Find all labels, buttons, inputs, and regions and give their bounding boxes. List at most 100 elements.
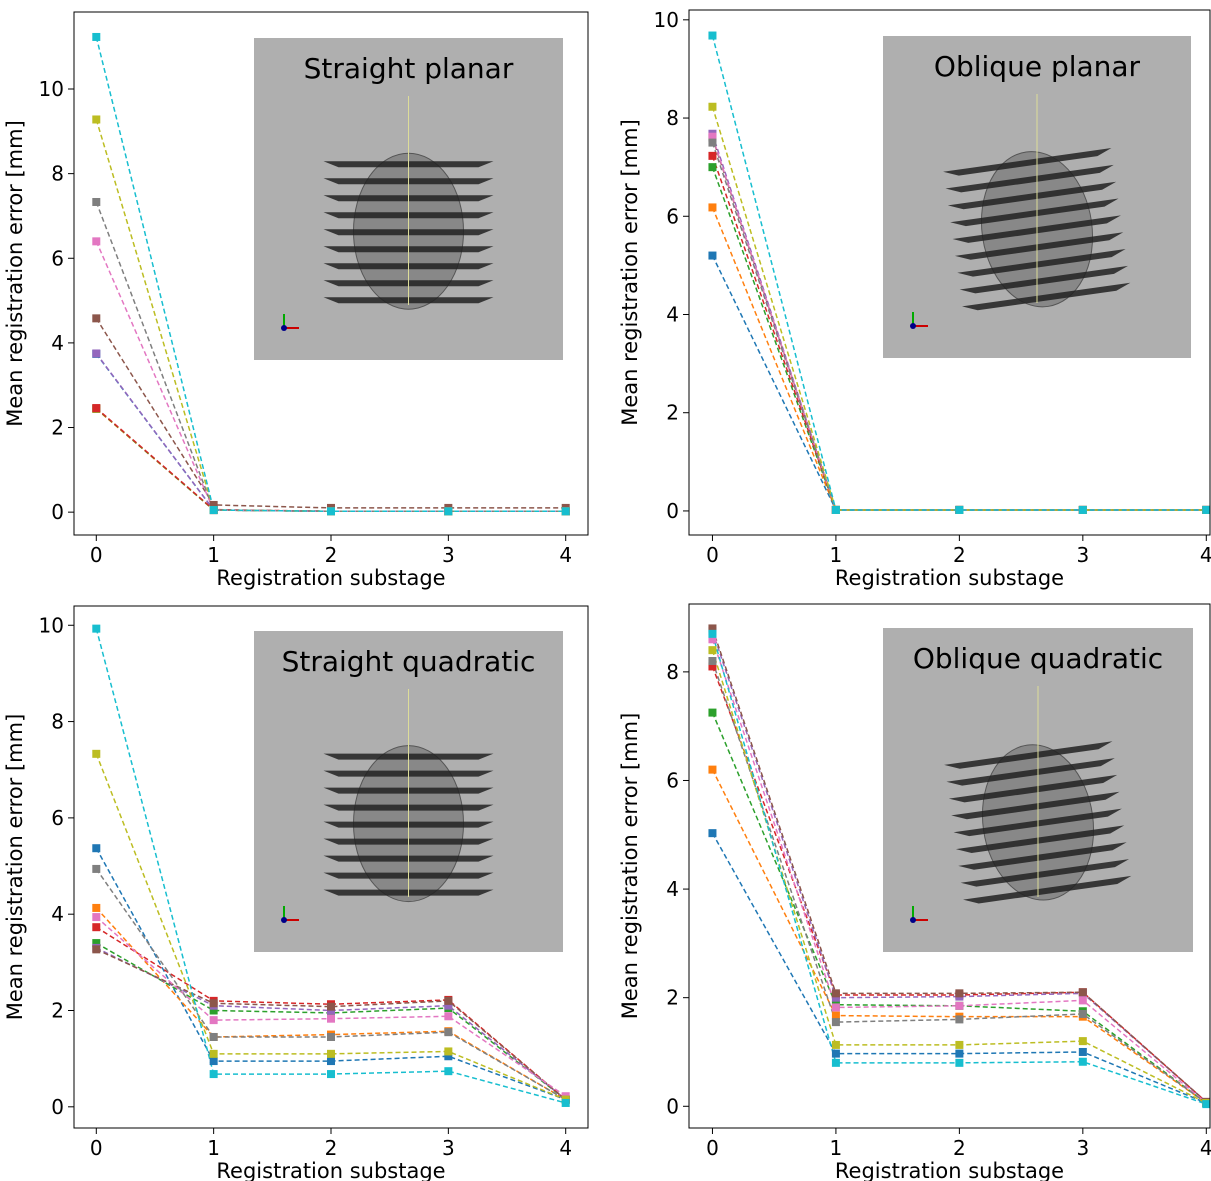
x-tick-label: 3 <box>1076 1136 1089 1160</box>
orient-z <box>910 917 916 923</box>
marker <box>708 163 717 172</box>
y-tick-label: 4 <box>51 331 64 355</box>
x-tick-label: 2 <box>953 1136 966 1160</box>
inset-title: Oblique planar <box>934 50 1141 83</box>
y-axis-label: Mean registration error [mm] <box>3 714 27 1021</box>
marker <box>831 1003 840 1012</box>
marker <box>444 1028 453 1037</box>
slice <box>957 249 1126 277</box>
marker <box>831 505 840 514</box>
marker <box>561 507 570 516</box>
y-tick-label: 6 <box>666 204 679 228</box>
slice <box>951 791 1120 820</box>
y-tick-label: 0 <box>666 499 679 523</box>
marker <box>444 1067 453 1076</box>
marker <box>955 1058 964 1067</box>
series-line <box>95 353 566 513</box>
series-line <box>95 407 566 513</box>
x-axis-label: Registration substage <box>835 1159 1064 1181</box>
y-axis-label: Mean registration error [mm] <box>618 713 642 1020</box>
marker <box>708 203 717 212</box>
marker <box>1078 1009 1087 1018</box>
marker <box>92 197 101 206</box>
marker <box>444 1001 453 1010</box>
slice <box>944 741 1113 769</box>
marker <box>1078 1057 1087 1066</box>
marker <box>955 1001 964 1010</box>
y-axis-label: Mean registration error [mm] <box>3 120 27 427</box>
axes-frame <box>688 603 1211 1129</box>
marker <box>327 507 335 516</box>
marker <box>327 1057 335 1066</box>
slice <box>958 842 1127 870</box>
marker <box>92 115 101 124</box>
marker <box>92 624 101 633</box>
orient-z <box>281 325 287 331</box>
axes-frame <box>73 605 589 1129</box>
marker <box>92 844 101 853</box>
marker <box>831 989 840 998</box>
slice <box>945 164 1114 193</box>
marker <box>327 1002 335 1011</box>
slice <box>963 875 1132 904</box>
marker <box>92 32 101 41</box>
x-tick-label: 4 <box>559 543 572 567</box>
marker <box>444 1052 453 1061</box>
y-tick-label: 10 <box>39 77 64 101</box>
x-tick-label: 0 <box>90 543 103 567</box>
marker <box>327 1070 335 1079</box>
marker <box>327 1032 335 1041</box>
x-axis-label: Registration substage <box>216 566 445 590</box>
y-tick-label: 10 <box>654 8 679 32</box>
y-tick-label: 8 <box>51 162 64 186</box>
marker <box>708 662 717 671</box>
marker <box>92 939 101 948</box>
marker <box>92 923 101 932</box>
x-tick-label: 3 <box>1076 543 1089 567</box>
marker <box>1078 996 1087 1005</box>
series-line <box>711 630 1207 1103</box>
marker <box>1202 1100 1211 1109</box>
marker <box>708 624 717 633</box>
slice <box>943 148 1112 176</box>
x-tick-label: 0 <box>706 1136 719 1160</box>
inset-title: Straight planar <box>304 52 514 85</box>
orient-z <box>910 323 916 329</box>
x-axis-label: Registration substage <box>835 566 1064 590</box>
x-tick-label: 3 <box>442 1136 455 1160</box>
x-tick-label: 4 <box>559 1136 572 1160</box>
marker <box>708 151 717 160</box>
y-tick-label: 6 <box>51 246 64 270</box>
x-tick-label: 4 <box>1200 1136 1211 1160</box>
x-tick-label: 4 <box>1200 543 1211 567</box>
y-tick-label: 2 <box>51 416 64 440</box>
x-tick-label: 2 <box>953 543 966 567</box>
marker <box>209 1006 218 1015</box>
marker <box>708 132 717 141</box>
marker <box>831 1011 840 1020</box>
marker <box>708 829 717 838</box>
axes-frame <box>688 9 1211 536</box>
marker <box>444 1012 453 1021</box>
y-tick-label: 6 <box>666 768 679 792</box>
y-axis-label: Mean registration error [mm] <box>618 119 642 426</box>
marker <box>92 903 101 912</box>
slice <box>948 774 1118 803</box>
y-tick-label: 0 <box>51 1095 64 1119</box>
y-tick-label: 8 <box>666 660 679 684</box>
marker <box>92 349 101 358</box>
y-tick-label: 4 <box>666 302 679 326</box>
series-line <box>711 769 1207 1104</box>
x-tick-label: 3 <box>442 543 455 567</box>
slice <box>946 758 1115 786</box>
y-tick-label: 8 <box>666 106 679 130</box>
marker <box>327 1049 335 1058</box>
marker <box>92 749 101 758</box>
marker <box>209 1057 218 1066</box>
marker <box>209 999 218 1008</box>
y-tick-label: 2 <box>666 986 679 1010</box>
slice <box>962 282 1131 311</box>
marker <box>708 31 717 40</box>
y-tick-label: 4 <box>666 877 679 901</box>
